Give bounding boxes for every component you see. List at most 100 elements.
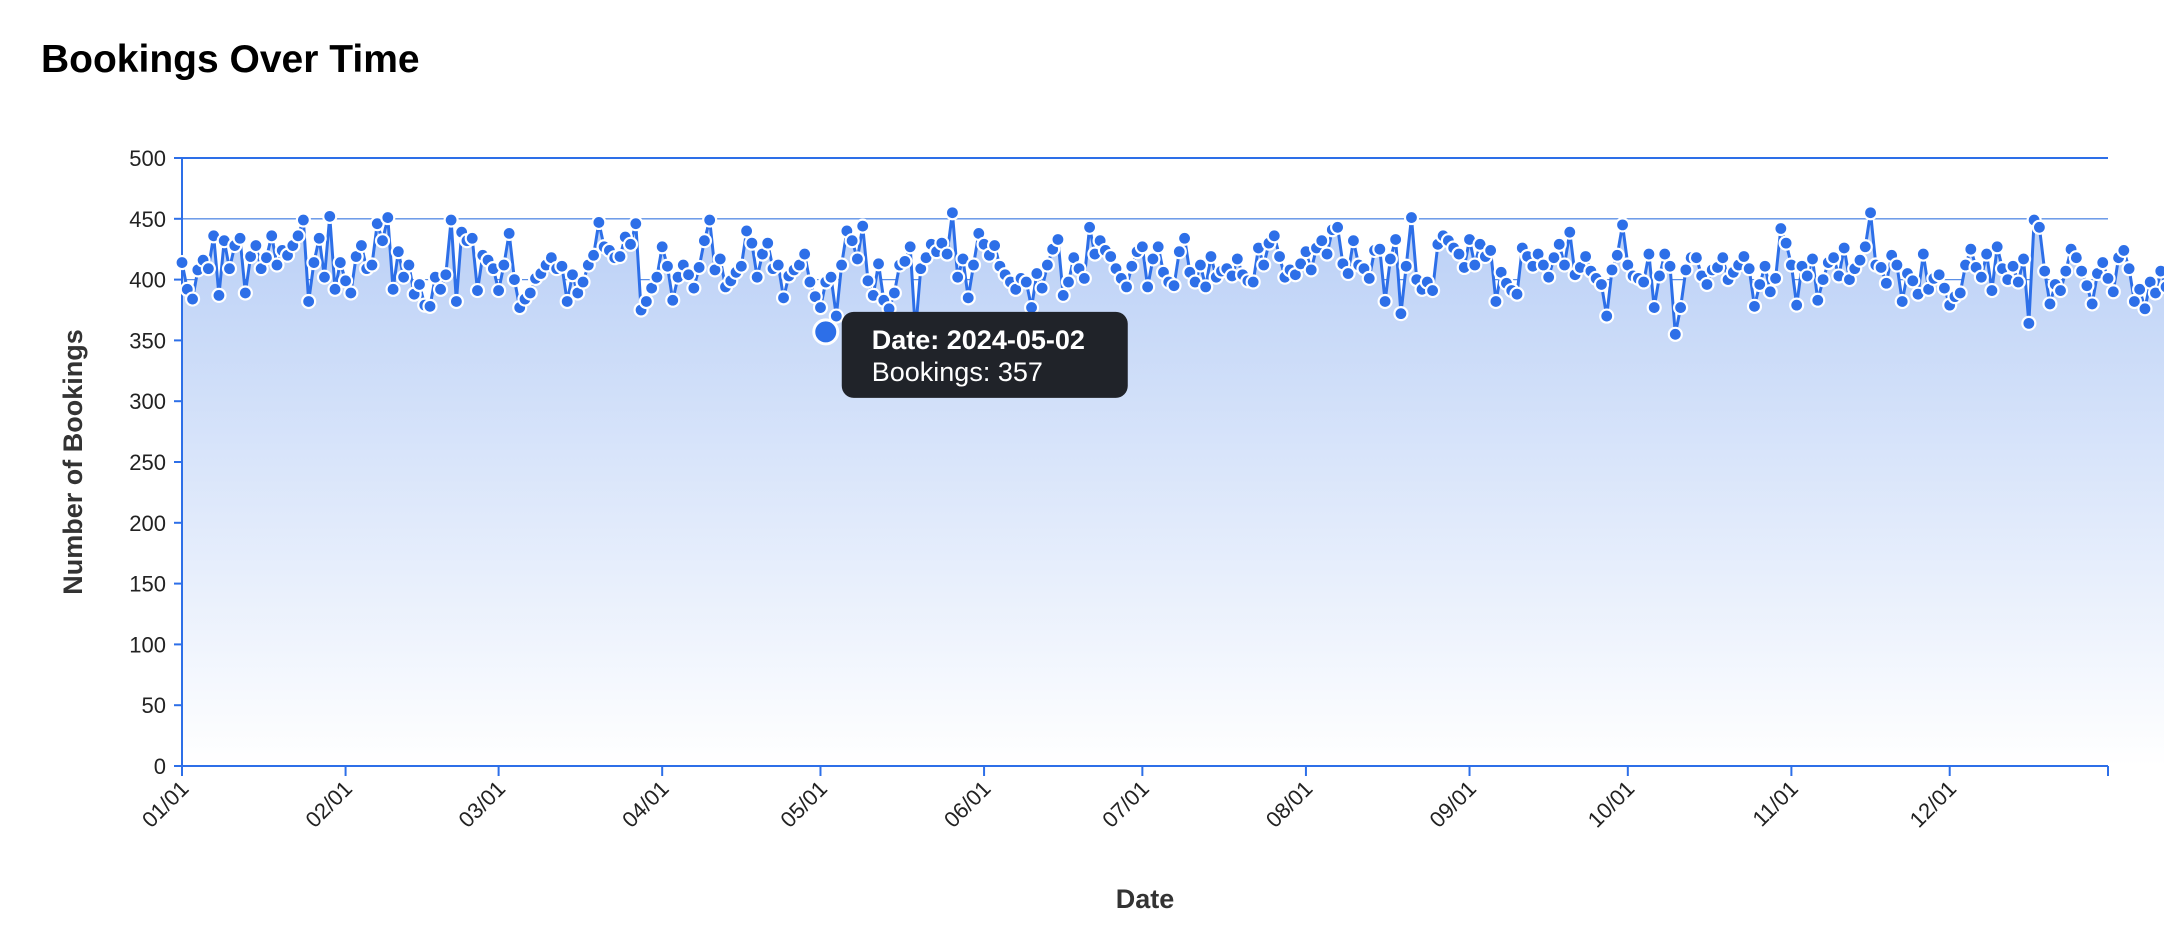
data-point[interactable] — [1799, 268, 1815, 284]
data-point[interactable] — [295, 212, 311, 228]
data-point[interactable] — [870, 256, 887, 272]
data-point[interactable] — [2095, 254, 2111, 271]
data-point[interactable] — [2153, 263, 2164, 279]
data-point[interactable] — [554, 258, 570, 274]
data-point[interactable] — [1741, 261, 1757, 277]
data-point[interactable] — [1604, 262, 1620, 278]
data-point[interactable] — [797, 246, 813, 262]
data-point[interactable] — [1319, 246, 1335, 262]
data-point[interactable] — [1382, 251, 1398, 267]
data-point[interactable] — [1789, 297, 1805, 313]
data-point[interactable] — [1145, 251, 1161, 267]
data-point[interactable] — [775, 290, 792, 306]
data-point[interactable] — [422, 298, 438, 314]
data-point[interactable] — [2042, 296, 2058, 312]
data-point[interactable] — [950, 269, 966, 285]
data-point[interactable] — [1467, 257, 1483, 273]
data-point[interactable] — [1176, 230, 1193, 246]
data-point[interactable] — [390, 244, 406, 260]
data-point[interactable] — [622, 236, 639, 252]
data-point[interactable] — [1150, 239, 1166, 255]
data-point[interactable] — [1271, 248, 1288, 265]
data-point[interactable] — [559, 293, 575, 310]
data-point[interactable] — [802, 274, 818, 290]
data-point[interactable] — [1678, 262, 1694, 278]
data-point[interactable] — [1393, 306, 1409, 322]
data-point[interactable] — [1398, 258, 1414, 274]
data-point[interactable] — [1535, 257, 1551, 273]
data-point[interactable] — [1963, 241, 1979, 257]
data-point[interactable] — [2137, 301, 2153, 317]
data-point[interactable] — [1509, 286, 1525, 302]
data-point[interactable] — [327, 281, 343, 297]
data-point[interactable] — [1562, 224, 1578, 240]
data-point[interactable] — [1361, 270, 1377, 286]
data-point[interactable] — [469, 282, 486, 299]
data-point[interactable] — [749, 269, 765, 285]
data-point[interactable] — [1757, 258, 1773, 274]
data-point[interactable] — [638, 293, 654, 310]
data-point[interactable] — [1314, 233, 1330, 249]
data-point[interactable] — [855, 218, 871, 234]
data-point[interactable] — [1171, 244, 1187, 260]
data-point[interactable] — [812, 299, 829, 316]
data-point[interactable] — [1340, 265, 1356, 282]
data-point[interactable] — [1762, 284, 1778, 300]
data-point[interactable] — [311, 230, 327, 246]
data-point[interactable] — [1541, 269, 1557, 285]
data-point[interactable] — [506, 272, 523, 288]
data-point[interactable] — [522, 285, 538, 301]
data-point[interactable] — [385, 281, 401, 297]
data-point[interactable] — [2121, 261, 2137, 277]
data-point[interactable] — [696, 233, 712, 249]
data-point[interactable] — [1857, 239, 1873, 255]
data-point[interactable] — [585, 247, 602, 263]
data-point[interactable] — [306, 254, 322, 271]
data-point[interactable] — [322, 208, 338, 224]
data-point[interactable] — [316, 269, 333, 285]
data-point[interactable] — [432, 281, 449, 297]
data-point[interactable] — [1878, 275, 1894, 291]
data-point[interactable] — [760, 235, 776, 251]
data-point[interactable] — [1060, 274, 1077, 290]
data-point[interactable] — [1746, 298, 1763, 314]
data-point[interactable] — [939, 246, 955, 262]
data-point[interactable] — [438, 267, 454, 283]
data-point[interactable] — [353, 237, 370, 254]
data-point[interactable] — [702, 212, 718, 228]
data-point[interactable] — [1915, 246, 1931, 262]
data-point[interactable] — [264, 228, 280, 244]
data-point[interactable] — [1815, 272, 1831, 288]
data-point[interactable] — [1767, 270, 1784, 286]
data-point[interactable] — [501, 225, 517, 241]
data-point[interactable] — [2058, 263, 2074, 279]
data-point[interactable] — [770, 257, 786, 273]
data-point[interactable] — [1672, 299, 1689, 316]
data-point[interactable] — [491, 282, 507, 299]
data-point[interactable] — [1657, 246, 1673, 262]
data-point[interactable] — [269, 257, 285, 273]
data-point[interactable] — [496, 257, 512, 273]
data-point[interactable] — [1039, 257, 1055, 273]
data-point[interactable] — [2031, 219, 2048, 235]
data-point[interactable] — [2005, 258, 2021, 274]
data-point[interactable] — [575, 274, 591, 290]
data-point[interactable] — [1852, 252, 1868, 268]
data-point[interactable] — [902, 239, 918, 255]
data-point[interactable] — [828, 308, 844, 324]
data-point[interactable] — [1140, 279, 1156, 295]
data-point[interactable] — [680, 267, 697, 283]
data-point[interactable] — [2105, 284, 2121, 300]
data-point[interactable] — [1688, 250, 1705, 266]
data-point[interactable] — [2052, 282, 2069, 299]
data-point[interactable] — [2126, 293, 2142, 310]
data-point[interactable] — [248, 237, 264, 254]
data-point[interactable] — [2100, 270, 2116, 286]
data-point[interactable] — [184, 291, 201, 307]
data-point[interactable] — [411, 276, 428, 293]
data-point[interactable] — [1804, 251, 1821, 267]
data-point[interactable] — [1662, 258, 1678, 274]
data-point[interactable] — [211, 287, 227, 304]
highlighted-point[interactable] — [812, 318, 840, 346]
data-point[interactable] — [258, 250, 275, 266]
